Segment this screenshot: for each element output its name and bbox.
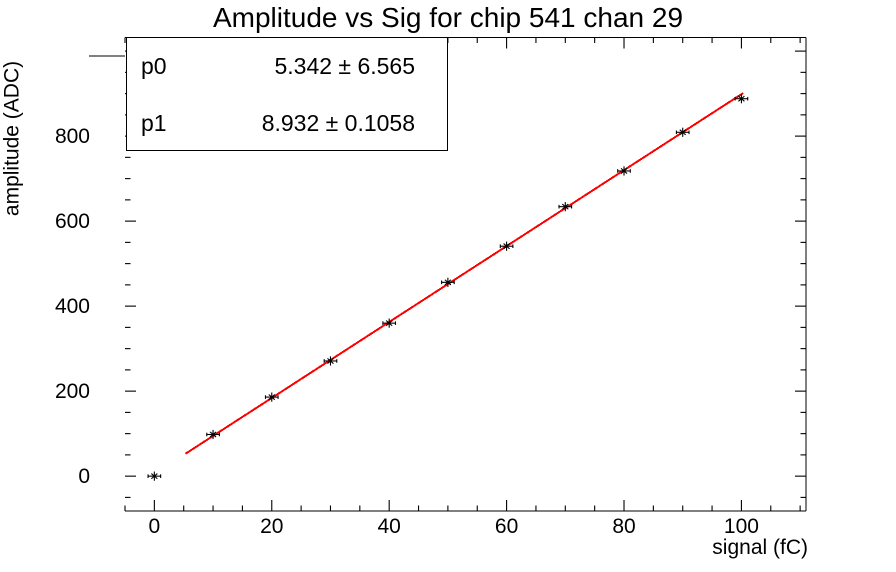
svg-text:0: 0 <box>149 515 161 538</box>
svg-text:80: 80 <box>612 515 635 538</box>
svg-text:400: 400 <box>55 295 90 318</box>
svg-text:40: 40 <box>378 515 401 538</box>
svg-text:20: 20 <box>260 515 283 538</box>
svg-text:100: 100 <box>724 515 759 538</box>
svg-text:0: 0 <box>78 465 90 488</box>
svg-text:200: 200 <box>55 380 90 403</box>
svg-text:800: 800 <box>55 125 90 148</box>
svg-text:60: 60 <box>495 515 518 538</box>
svg-text:600: 600 <box>55 210 90 233</box>
